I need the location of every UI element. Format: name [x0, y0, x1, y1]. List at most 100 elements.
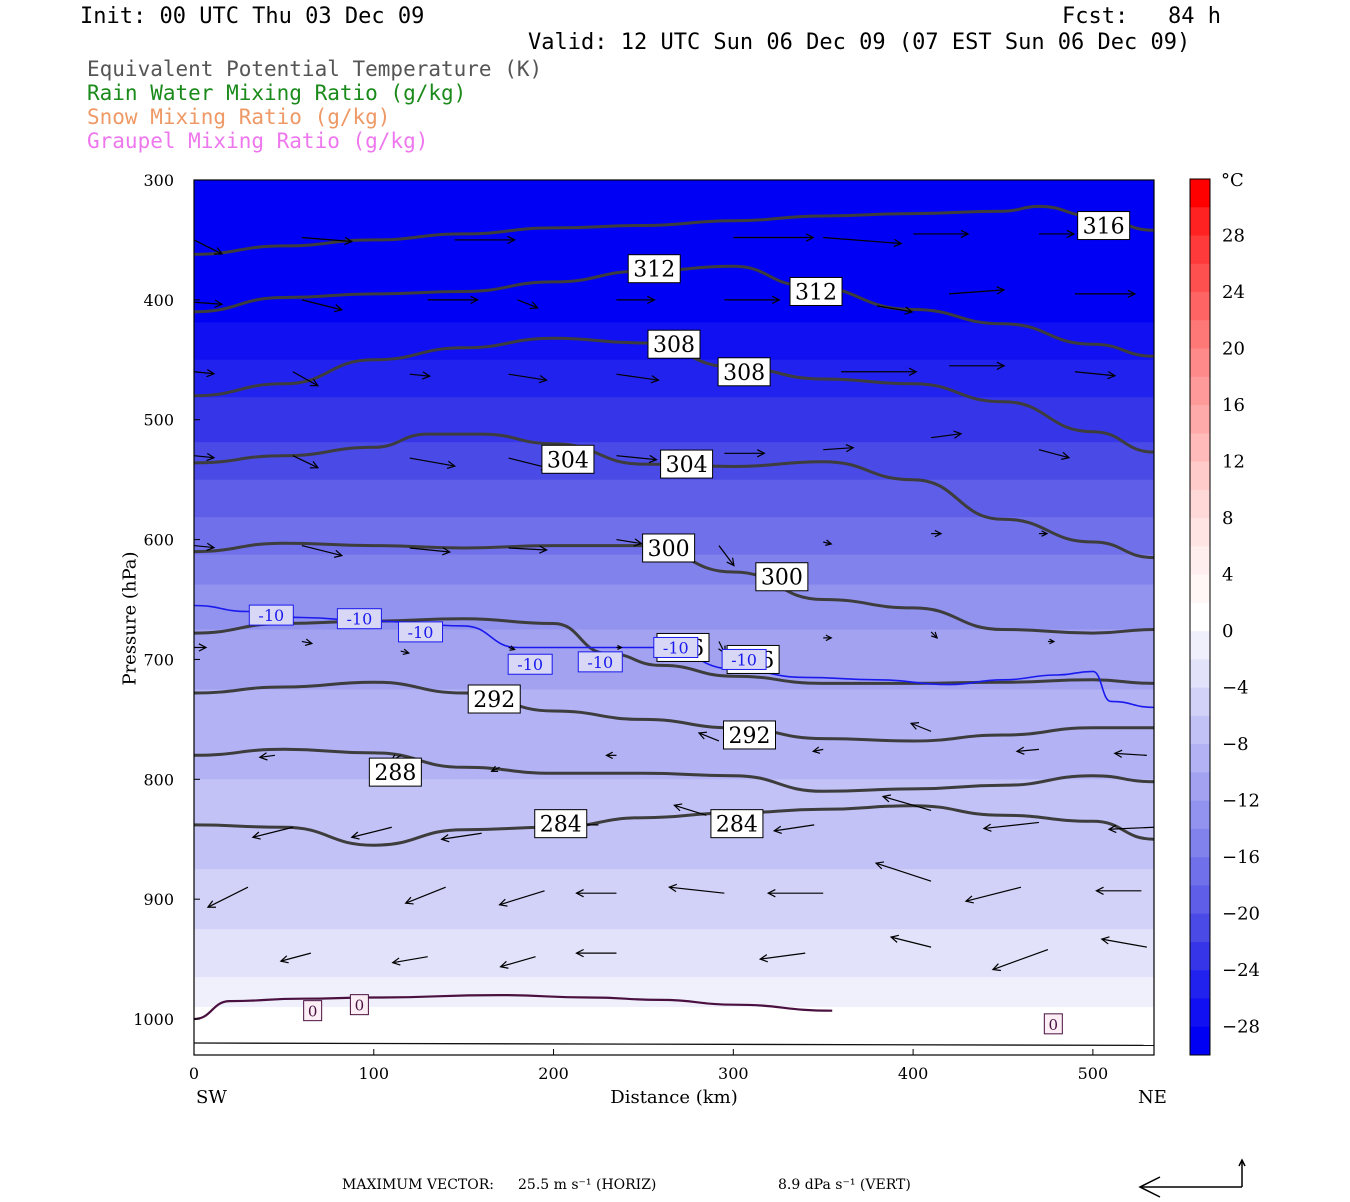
isotherm-minus10-label: -10: [258, 606, 284, 625]
colorbar-swatch: [1190, 941, 1210, 971]
wind-vector: [499, 890, 545, 906]
theta-e-label: 308: [723, 361, 765, 386]
wind-vector-head: [1113, 749, 1123, 758]
colorbar-tick-label: 28: [1222, 226, 1245, 247]
x-axis-left-label: SW: [196, 1087, 227, 1108]
colorbar-frame: [1189, 178, 1211, 1056]
wind-vector-head: [529, 301, 539, 310]
temperature-band: [194, 719, 1154, 728]
theta-e-label-box: [710, 809, 764, 839]
isotherm-minus10-label: -10: [663, 638, 689, 657]
wind-vector: [616, 373, 659, 381]
colorbar-swatch: [1190, 235, 1210, 265]
colorbar-tick-label: −16: [1222, 847, 1260, 868]
colorbar-swatch: [1190, 913, 1210, 943]
x-tick-label: 400: [898, 1064, 929, 1083]
temperature-band: [194, 569, 1154, 578]
colorbar-tick-label: −20: [1222, 904, 1260, 925]
y-tick-label: 800: [143, 770, 174, 789]
colorbar-swatch: [1190, 885, 1210, 915]
colorbar-tick-label: 0: [1222, 621, 1233, 642]
temperature-band: [194, 427, 1154, 436]
colorbar-swatch: [1190, 546, 1210, 576]
temperature-band: [194, 674, 1154, 683]
wind-vector-head: [697, 731, 707, 740]
temperature-band: [194, 1037, 1154, 1043]
temperature-band: [194, 314, 1154, 323]
temperature-band: [194, 599, 1154, 608]
temperature-band: [194, 614, 1154, 623]
temperature-band: [194, 914, 1154, 923]
isotherm-zero: [194, 993, 833, 1021]
wind-vector-head: [333, 304, 344, 313]
wind-vector-head: [214, 299, 224, 308]
temperature-band: [194, 202, 1154, 211]
wind-vector: [207, 886, 249, 908]
wind-vector-head: [805, 233, 815, 242]
wind-vector-head: [633, 538, 643, 547]
theta-e-label: 288: [374, 761, 416, 786]
wind-vector: [517, 299, 538, 309]
max-vector-horiz: 25.5 m s⁻¹ (HORIZ): [518, 1177, 657, 1193]
temperature-band: [194, 389, 1154, 398]
temperature-band: [194, 367, 1154, 376]
colorbar-swatch: [1190, 179, 1210, 208]
temperature-band: [194, 659, 1154, 668]
temperature-band: [194, 801, 1154, 810]
theta-e-contour-292: [194, 680, 1154, 743]
wind-vector-head: [538, 374, 548, 384]
temperature-band: [194, 995, 1154, 999]
wind-vector-head: [766, 889, 776, 898]
theta-e-label-box: [534, 809, 588, 839]
wind-vector-head: [874, 861, 885, 870]
temperature-band: [194, 749, 1154, 758]
isotherm-minus10-label: -10: [587, 653, 613, 672]
colorbar-swatch: [1190, 800, 1210, 830]
colorbar-swatch: [1190, 263, 1210, 293]
wind-vector: [698, 732, 720, 742]
reference-vector-icon: [1138, 1158, 1246, 1198]
temperature-band: [194, 434, 1154, 443]
wind-vector: [616, 538, 642, 545]
temperature-band: [194, 479, 1154, 488]
colorbar-swatch: [1190, 348, 1210, 378]
wind-vector: [194, 455, 215, 459]
colorbar-swatch: [1190, 744, 1210, 773]
colorbar-swatch: [1190, 998, 1210, 1028]
wind-vector-head: [1015, 746, 1025, 755]
temperature-band: [194, 1007, 1154, 1011]
temperature-band: [194, 666, 1154, 676]
wind-vector: [280, 952, 312, 962]
wind-vector-head: [206, 900, 216, 908]
forecast-hour: Fcst: 84 h: [1062, 4, 1221, 29]
wind-vector-head: [605, 751, 613, 760]
temperature-band: [194, 397, 1154, 406]
x-tick-label: 200: [538, 1064, 569, 1083]
temperature-band: [194, 584, 1154, 593]
isotherm-zero-label: 0: [1049, 1016, 1059, 1034]
wind-vector-head: [908, 367, 918, 376]
colorbar-swatch: [1190, 574, 1210, 604]
wind-vector-head: [206, 368, 216, 378]
wind-vector-head: [509, 645, 516, 651]
isotherm-label-box: [507, 653, 553, 675]
temperature-band: [194, 194, 1154, 204]
temperature-band: [194, 681, 1154, 691]
temperature-band: [194, 854, 1154, 863]
wind-vector-head: [350, 831, 360, 840]
theta-e-contour-312: [194, 264, 1154, 358]
colorbar-tick-label: 20: [1222, 339, 1245, 360]
colorbar-swatch: [1190, 687, 1210, 717]
y-tick-label: 300: [143, 171, 174, 190]
temperature-band: [194, 404, 1154, 413]
wind-vector: [823, 447, 854, 451]
colorbar-swatch: [1190, 405, 1210, 434]
wind-vector: [405, 886, 446, 904]
temperature-band: [194, 968, 1154, 974]
temperature-band: [194, 487, 1154, 496]
temperature-band: [194, 771, 1154, 780]
theta-e-label-box: [789, 276, 843, 306]
wind-vector-head: [1100, 936, 1110, 945]
theta-e-label-box: [660, 449, 714, 479]
